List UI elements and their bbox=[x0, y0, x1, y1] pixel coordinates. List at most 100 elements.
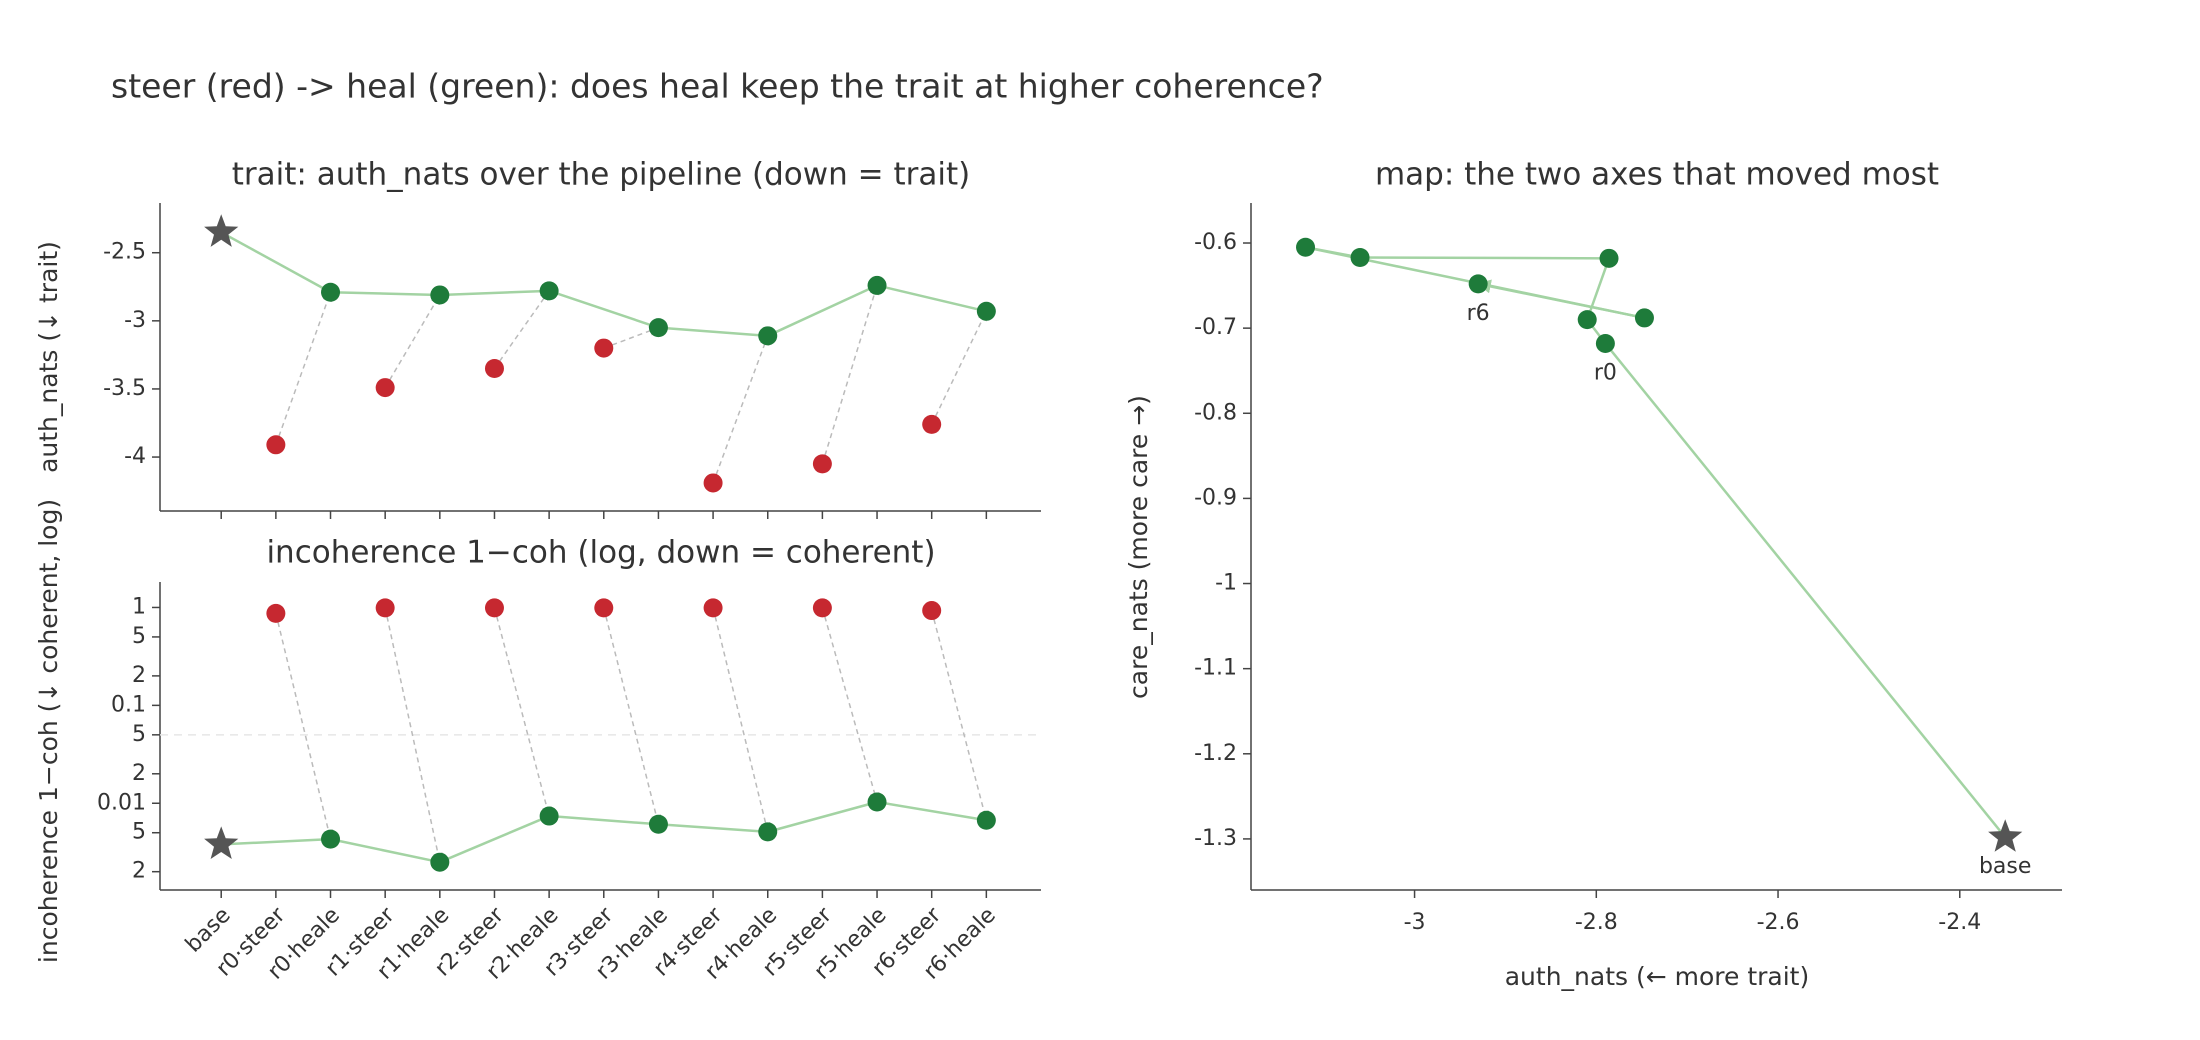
point bbox=[1296, 237, 1316, 257]
point bbox=[1577, 310, 1597, 330]
y-tick-label: -1 bbox=[1215, 571, 1237, 596]
y-tick-label: -3 bbox=[124, 308, 146, 333]
y-axis-label: auth_nats (↓ trait) bbox=[34, 241, 63, 473]
y-tick-label: -3.5 bbox=[103, 376, 146, 401]
point bbox=[648, 814, 668, 834]
trajectory-segment bbox=[220, 231, 332, 294]
y-tick-label: -4 bbox=[124, 444, 146, 469]
trajectory-segment bbox=[1586, 257, 1611, 321]
point bbox=[594, 338, 614, 358]
trajectory-segment bbox=[439, 814, 550, 864]
y-tick-label: -1.2 bbox=[1194, 741, 1237, 766]
trajectory-segment bbox=[658, 823, 768, 834]
y-tick-label: -0.9 bbox=[1194, 485, 1237, 510]
point bbox=[539, 806, 559, 826]
point bbox=[539, 281, 559, 301]
point bbox=[867, 792, 887, 812]
point bbox=[1599, 248, 1619, 268]
trajectory-segment bbox=[658, 326, 768, 338]
y-tick-label: -0.8 bbox=[1194, 400, 1237, 425]
point-label: r0 bbox=[1594, 360, 1617, 385]
trajectory-segment bbox=[548, 289, 659, 329]
y-axis-label: care_nats (more care →) bbox=[1124, 395, 1153, 699]
point bbox=[703, 598, 723, 618]
point bbox=[812, 598, 832, 618]
start-marker bbox=[204, 214, 239, 247]
y-tick-label: 0.1 bbox=[111, 692, 146, 717]
point bbox=[1468, 274, 1488, 294]
x-tick-label: -2.6 bbox=[1757, 910, 1800, 935]
point bbox=[1595, 333, 1615, 353]
y-tick-label: 5 bbox=[132, 820, 146, 845]
figure-title: steer (red) -> heal (green): does heal k… bbox=[111, 67, 1324, 106]
point bbox=[430, 285, 450, 305]
start-marker bbox=[1988, 819, 2023, 852]
point bbox=[1350, 247, 1370, 267]
connector bbox=[821, 607, 880, 803]
point bbox=[266, 435, 286, 455]
trajectory-segment bbox=[876, 800, 987, 822]
point bbox=[922, 601, 942, 621]
point bbox=[430, 852, 450, 872]
y-tick-label: 5 bbox=[132, 624, 146, 649]
point bbox=[266, 603, 286, 623]
trajectory-segment bbox=[767, 800, 878, 834]
trajectory-segment bbox=[1476, 279, 1645, 320]
point bbox=[648, 318, 668, 338]
point bbox=[1634, 308, 1654, 328]
connector bbox=[603, 607, 662, 826]
point bbox=[922, 414, 942, 434]
y-tick-label: -1.1 bbox=[1194, 656, 1237, 681]
connector bbox=[275, 613, 334, 841]
connector bbox=[493, 607, 552, 818]
trajectory-segment bbox=[439, 289, 550, 297]
point bbox=[484, 359, 504, 379]
y-tick-label: -1.3 bbox=[1194, 826, 1237, 851]
y-tick-label: 2 bbox=[132, 663, 146, 688]
y-tick-label: -0.7 bbox=[1194, 315, 1237, 340]
point bbox=[867, 275, 887, 295]
trajectory-segment bbox=[330, 290, 440, 297]
trajectory-segment bbox=[767, 284, 878, 337]
point bbox=[976, 810, 996, 830]
trajectory-segment bbox=[330, 837, 441, 864]
subplot-title: trait: auth_nats over the pipeline (down… bbox=[232, 157, 970, 193]
y-tick-label: -2.5 bbox=[103, 240, 146, 265]
point bbox=[594, 598, 614, 618]
y-axis-label: incoherence 1−coh (↓ coherent, log) bbox=[34, 499, 63, 963]
connector bbox=[603, 326, 660, 349]
point-label: base bbox=[1979, 854, 2031, 879]
point bbox=[976, 301, 996, 321]
connector bbox=[493, 290, 550, 369]
point-label: r6 bbox=[1467, 301, 1490, 326]
trajectory-segment bbox=[876, 284, 987, 313]
start-marker bbox=[204, 826, 239, 859]
y-tick-label: 0.01 bbox=[97, 790, 146, 815]
subplot-title: incoherence 1−coh (log, down = coherent) bbox=[266, 535, 935, 571]
trajectory-segment bbox=[221, 837, 331, 846]
point bbox=[321, 282, 341, 302]
trajectory-segment bbox=[549, 814, 659, 826]
x-axis-label: auth_nats (← more trait) bbox=[1505, 962, 1810, 991]
point bbox=[484, 598, 504, 618]
point bbox=[758, 822, 778, 842]
trajectory-segment bbox=[1604, 342, 2007, 839]
point bbox=[375, 378, 395, 398]
connector bbox=[931, 310, 988, 425]
x-tick-label: -2.4 bbox=[1938, 910, 1981, 935]
subplot-title: map: the two axes that moved most bbox=[1375, 157, 1939, 193]
connector bbox=[275, 291, 333, 446]
trajectory-segment bbox=[1360, 256, 1610, 260]
y-tick-label: -0.6 bbox=[1194, 230, 1237, 255]
x-tick-label: -3 bbox=[1404, 910, 1426, 935]
y-tick-label: 2 bbox=[132, 761, 146, 786]
y-tick-label: 1 bbox=[132, 594, 146, 619]
connector bbox=[384, 294, 441, 388]
x-tick-label: -2.8 bbox=[1575, 910, 1618, 935]
connector bbox=[821, 284, 880, 465]
point bbox=[375, 598, 395, 618]
y-tick-label: 5 bbox=[132, 722, 146, 747]
point bbox=[321, 829, 341, 849]
connector bbox=[712, 334, 770, 484]
